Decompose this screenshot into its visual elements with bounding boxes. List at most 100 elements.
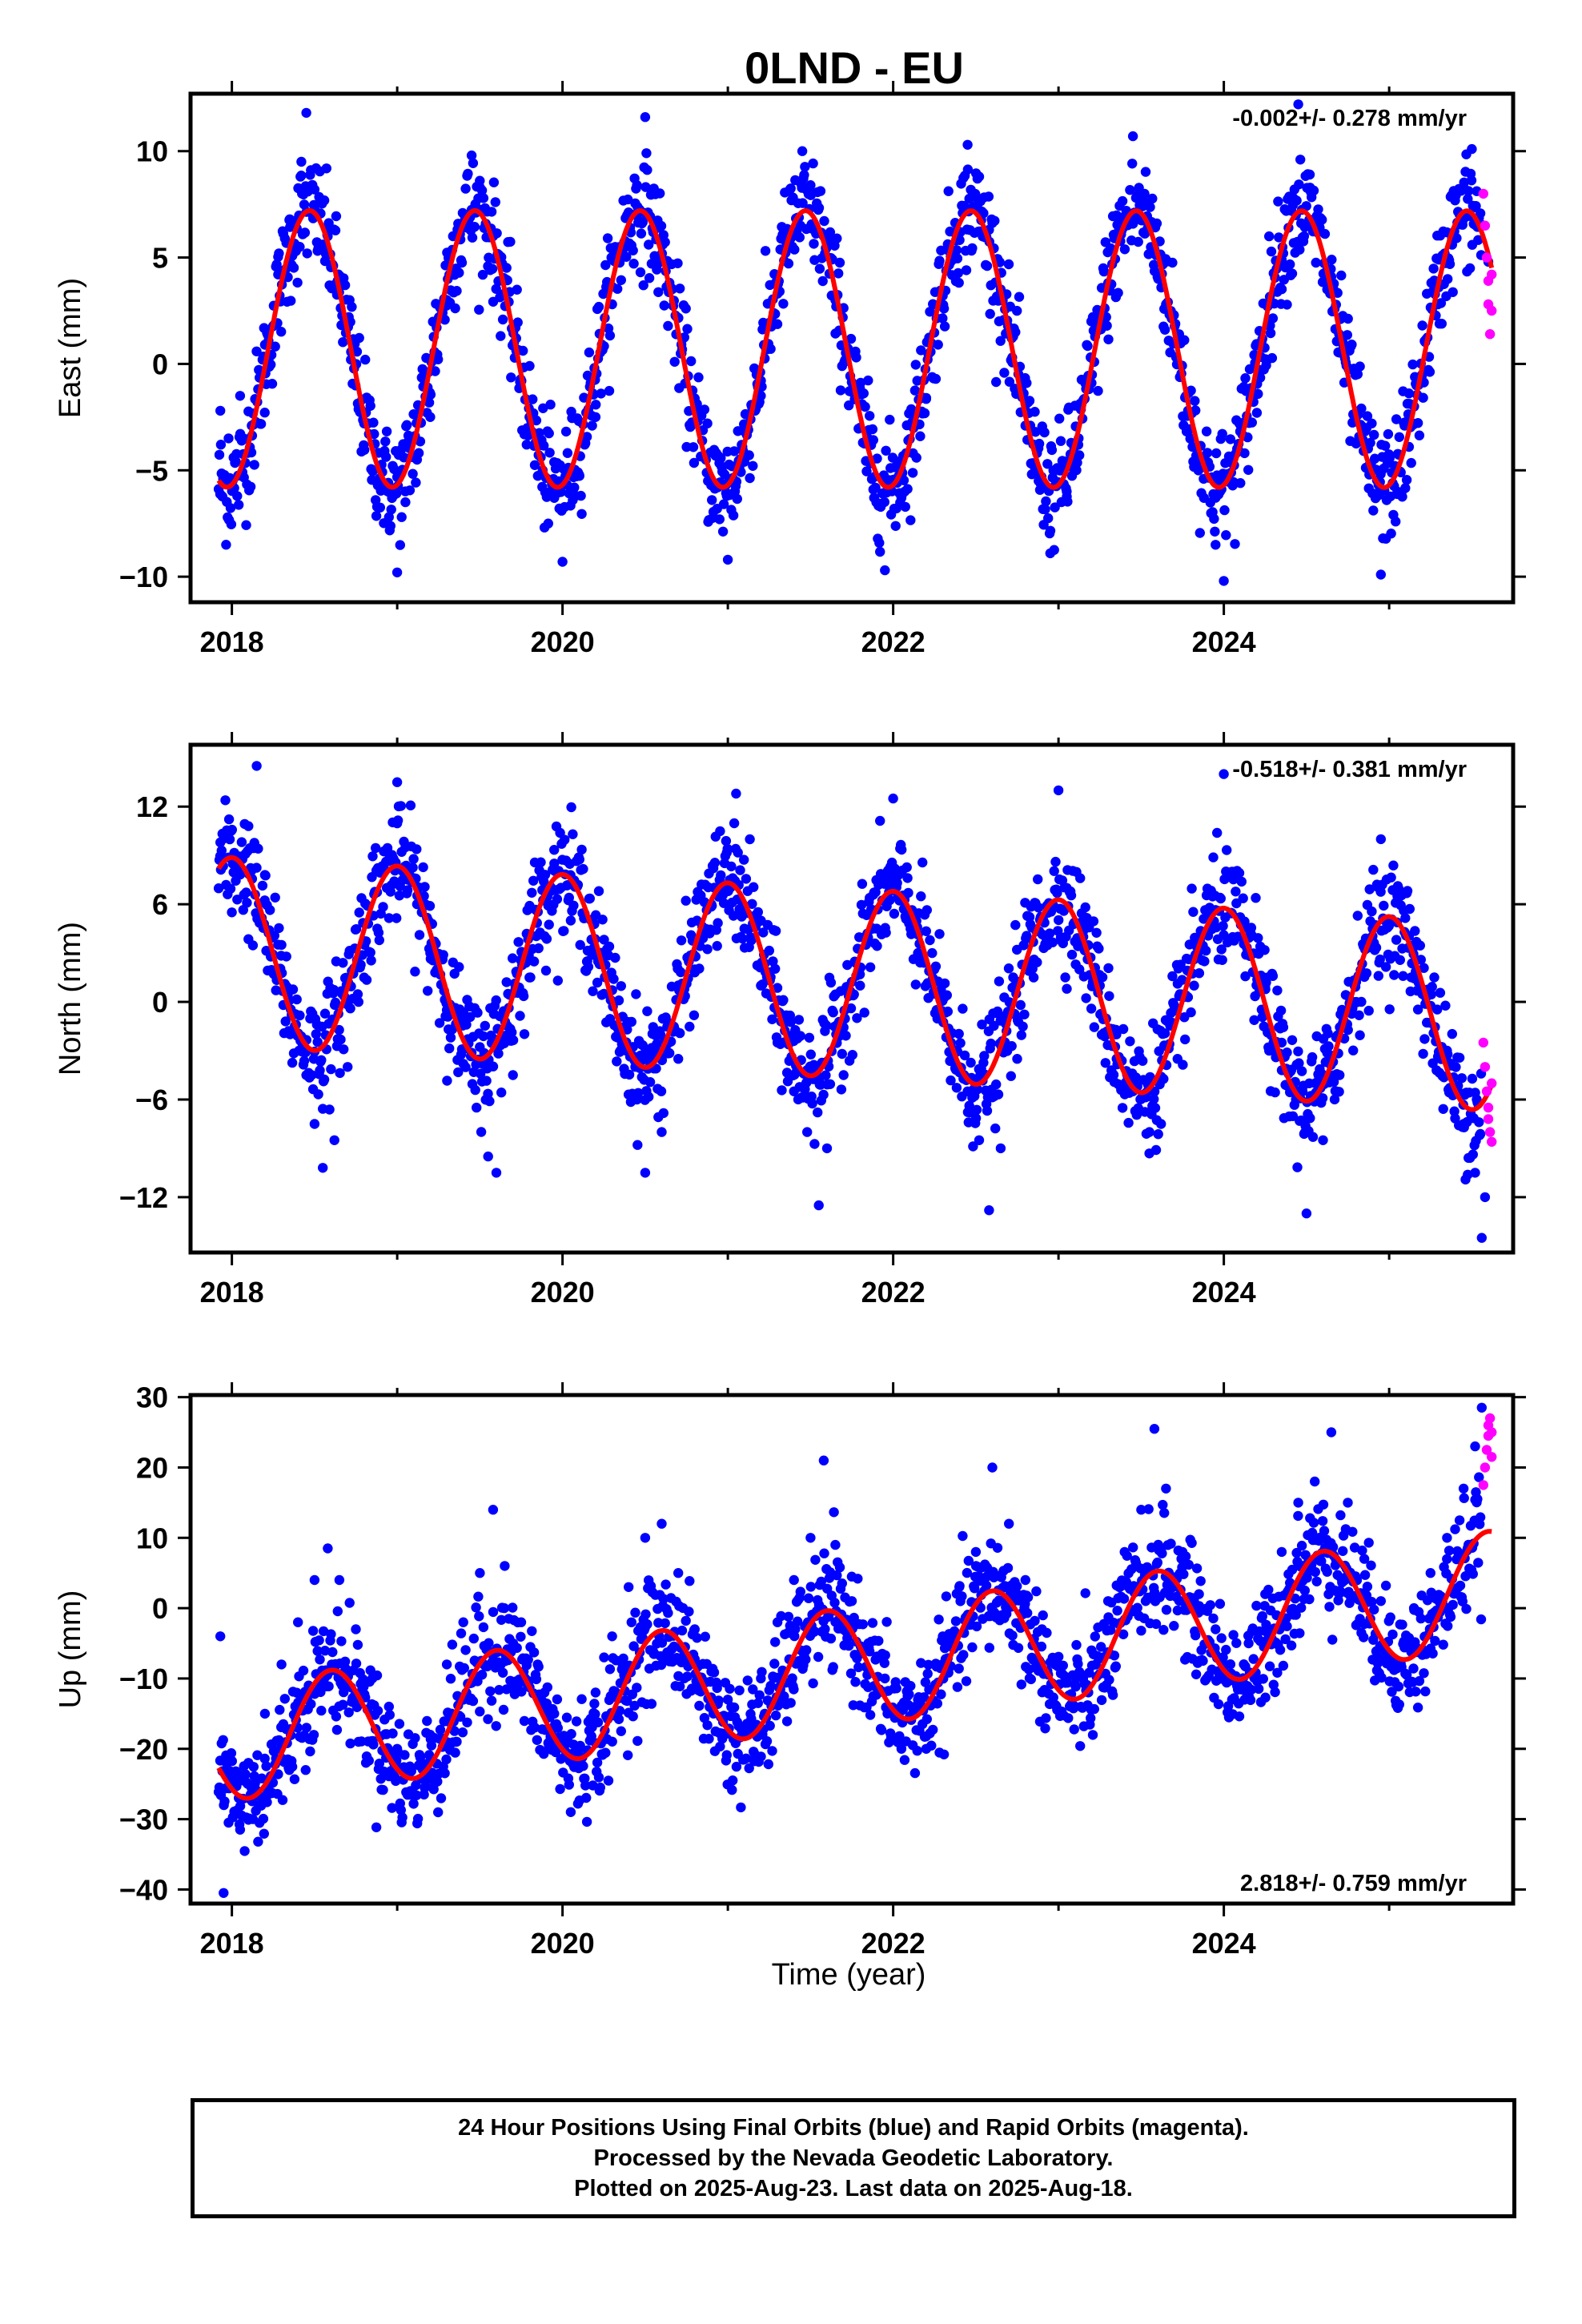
east-data-point (938, 313, 948, 324)
north-data-point (1354, 1010, 1364, 1021)
east-data-point (1418, 392, 1428, 403)
up-data-point (576, 1694, 587, 1704)
up-data-point (457, 1727, 468, 1738)
north-data-point (852, 1013, 862, 1023)
east-data-point (1045, 548, 1056, 559)
north-data-point (1243, 923, 1254, 934)
east-data-point (231, 456, 241, 467)
east-data-point (1093, 385, 1103, 396)
up-data-point (474, 1611, 484, 1622)
north-data-point (1012, 1054, 1022, 1064)
north-data-point (1293, 1046, 1303, 1057)
up-data-point (336, 1636, 347, 1647)
north-data-point (777, 1085, 787, 1096)
north-data-point (1236, 876, 1247, 887)
east-data-point (1467, 143, 1477, 155)
up-data-point (632, 1735, 643, 1747)
north-data-point (942, 1006, 954, 1017)
north-data-point (1400, 913, 1411, 923)
north-data-point (1449, 1106, 1460, 1116)
up-data-point (484, 1638, 494, 1648)
east-data-point (703, 476, 713, 486)
east-data-point (270, 341, 280, 352)
east-data-point (719, 469, 730, 480)
north-data-point (608, 974, 619, 984)
north-data-point (1458, 1119, 1469, 1129)
north-data-point (1015, 999, 1026, 1011)
up-data-point (468, 1633, 479, 1644)
up-data-point (589, 1699, 600, 1709)
east-y-tick-label: 5 (152, 242, 168, 275)
up-data-point (1178, 1569, 1189, 1579)
north-data-point (444, 1043, 455, 1054)
north-data-point (223, 814, 235, 825)
east-data-point (722, 554, 733, 565)
north-data-point (394, 891, 405, 901)
north-data-point (828, 1007, 838, 1018)
north-data-point (396, 801, 406, 811)
north-data-point (1364, 884, 1375, 895)
east-data-point (319, 255, 331, 267)
north-data-point (1343, 1024, 1353, 1035)
north-data-point (1451, 1062, 1461, 1072)
north-data-point (741, 874, 752, 884)
north-data-point (1317, 1093, 1328, 1104)
up-data-point (677, 1625, 688, 1636)
north-data-point (251, 761, 262, 771)
east-data-point (593, 301, 604, 312)
east-data-point (1209, 513, 1219, 525)
east-data-point (907, 468, 918, 478)
up-data-point (552, 1723, 563, 1733)
north-data-point (227, 907, 237, 918)
north-data-point (1363, 1005, 1374, 1016)
north-data-point (458, 1059, 468, 1069)
east-data-point (450, 303, 460, 314)
north-x-tick-label: 2022 (861, 1276, 926, 1309)
east-data-point (1253, 388, 1263, 400)
east-data-point (675, 283, 685, 294)
north-data-point (378, 902, 388, 912)
north-data-point (312, 1036, 323, 1047)
east-data-point (1311, 257, 1321, 268)
up-data-point (532, 1735, 542, 1745)
north-data-point (1218, 921, 1228, 931)
up-data-point (781, 1716, 793, 1727)
north-rapid-point (1483, 1114, 1494, 1124)
up-data-point (958, 1650, 969, 1660)
up-data-point (312, 1646, 323, 1656)
east-data-point (910, 360, 921, 370)
east-data-point (1014, 292, 1025, 302)
north-x-tick-label: 2020 (531, 1276, 595, 1309)
east-data-point (1240, 373, 1251, 384)
north-data-point (1150, 1144, 1162, 1156)
north-data-point (1348, 1045, 1359, 1055)
north-data-point (910, 979, 921, 990)
north-data-point (989, 1020, 999, 1031)
east-data-point (1463, 194, 1473, 204)
north-data-point (313, 1089, 323, 1100)
north-data-point (291, 994, 302, 1005)
up-data-point (795, 1586, 805, 1597)
up-data-point (581, 1792, 592, 1803)
east-x-tick-label: 2020 (531, 625, 595, 658)
north-rapid-point (1480, 1062, 1491, 1072)
east-y-tick-label: 0 (152, 348, 168, 380)
north-data-point (1052, 887, 1062, 899)
east-data-point (896, 493, 907, 503)
north-data-point (1003, 963, 1014, 974)
north-data-point (481, 1076, 492, 1086)
north-data-point (836, 1084, 847, 1095)
north-data-point (1267, 971, 1279, 982)
north-data-point (994, 976, 1005, 987)
up-data-point (632, 1683, 642, 1693)
east-data-point (834, 257, 845, 268)
up-data-point (408, 1799, 419, 1809)
north-data-point (632, 1140, 643, 1150)
north-data-point (501, 977, 512, 987)
up-data-point (957, 1591, 967, 1602)
north-data-point (718, 898, 729, 908)
up-plot-area (213, 1402, 1497, 1898)
east-data-point (1139, 188, 1150, 199)
up-data-point (372, 1706, 383, 1716)
up-data-point (351, 1659, 362, 1669)
